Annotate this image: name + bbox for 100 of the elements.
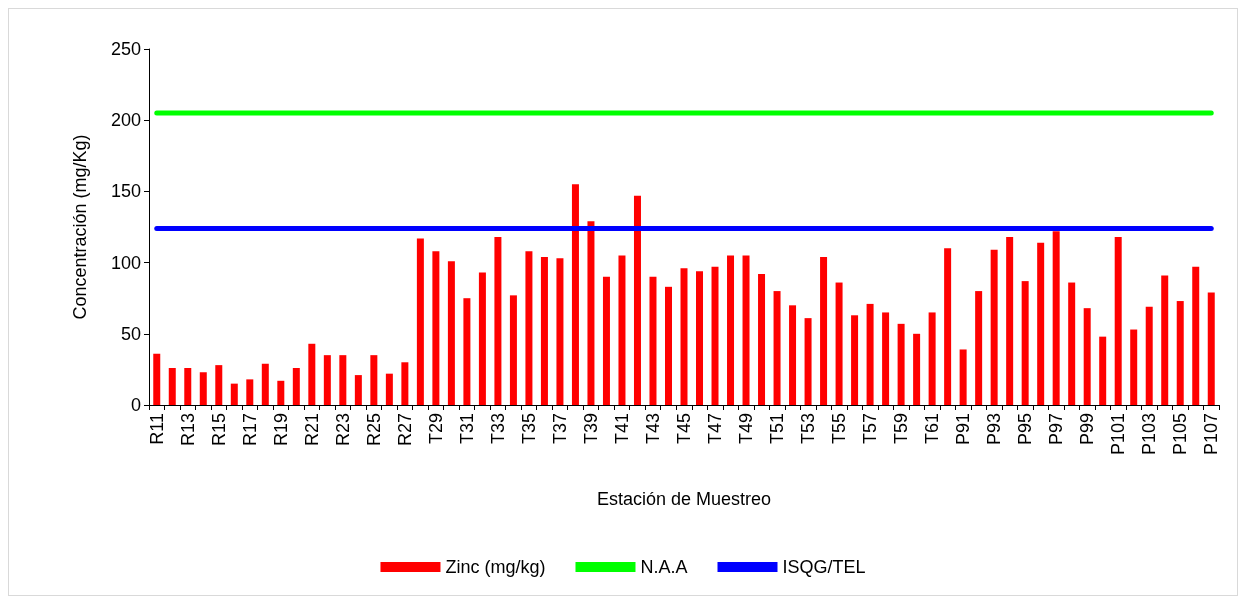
bar xyxy=(1021,281,1029,405)
bar xyxy=(913,333,921,405)
bar xyxy=(866,303,874,405)
x-tick-label: R11 xyxy=(146,413,167,445)
x-tick-label: T51 xyxy=(767,413,788,445)
bar xyxy=(525,251,533,405)
bar xyxy=(944,248,952,405)
bar xyxy=(1006,236,1014,405)
bar xyxy=(1114,236,1122,405)
bar xyxy=(1083,308,1091,405)
bar xyxy=(246,379,254,405)
x-tick-label: T31 xyxy=(456,413,477,445)
bar xyxy=(990,249,998,405)
bar xyxy=(494,236,502,405)
bar xyxy=(1052,231,1060,405)
bar xyxy=(447,261,455,405)
bar xyxy=(571,184,579,405)
bar xyxy=(618,255,626,405)
bar xyxy=(1145,306,1153,405)
bar xyxy=(1037,242,1045,405)
x-tick-label: P103 xyxy=(1139,413,1160,456)
x-tick-label: P107 xyxy=(1201,413,1222,456)
bar xyxy=(789,305,797,405)
bar xyxy=(230,383,238,405)
bar xyxy=(928,312,936,405)
bar xyxy=(292,367,300,405)
bar xyxy=(680,268,688,405)
y-tick-label: 250 xyxy=(110,39,141,59)
bar xyxy=(664,286,672,405)
bar xyxy=(153,353,161,405)
x-tick-label: R17 xyxy=(239,413,260,447)
x-tick-label: T41 xyxy=(611,413,632,445)
bar xyxy=(727,255,735,405)
x-tick-label: P91 xyxy=(953,413,974,446)
x-tick-label: T53 xyxy=(798,413,819,445)
x-tick-label: T55 xyxy=(829,413,850,445)
x-tick-label: P97 xyxy=(1046,413,1067,446)
x-tick-label: T59 xyxy=(891,413,912,445)
y-tick-label: 0 xyxy=(130,395,141,415)
x-tick-label: T57 xyxy=(860,413,881,445)
bar xyxy=(478,272,486,405)
x-tick-label: P101 xyxy=(1108,413,1129,456)
x-tick-label: P99 xyxy=(1077,413,1098,446)
x-tick-label: T39 xyxy=(580,413,601,445)
x-tick-label: T45 xyxy=(674,413,694,445)
bar xyxy=(758,273,766,405)
x-tick-label: R15 xyxy=(208,413,229,447)
bar xyxy=(851,315,859,405)
bar xyxy=(835,282,843,405)
bar xyxy=(323,355,331,405)
bar xyxy=(401,362,409,405)
bar xyxy=(354,375,362,405)
bar xyxy=(463,298,471,405)
bar xyxy=(199,372,207,405)
x-tick-label: T29 xyxy=(425,413,446,445)
bar xyxy=(370,355,378,405)
legend-label: ISQG/TEL xyxy=(782,557,866,577)
x-tick-label: T47 xyxy=(705,413,726,445)
y-tick-label: 200 xyxy=(110,110,141,131)
bar xyxy=(711,266,719,405)
x-tick-label: T49 xyxy=(736,413,757,445)
x-tick-label: R23 xyxy=(332,413,353,447)
bar xyxy=(633,195,641,405)
bar xyxy=(1207,292,1215,405)
x-tick-label: T37 xyxy=(549,413,570,445)
bar xyxy=(773,291,781,405)
bar xyxy=(184,367,192,405)
bar xyxy=(1176,301,1184,405)
bar xyxy=(1068,282,1076,405)
bar xyxy=(1161,275,1169,405)
bar xyxy=(339,355,347,405)
bar xyxy=(1192,266,1200,405)
bar xyxy=(385,373,393,405)
bar xyxy=(308,343,316,405)
bar xyxy=(432,251,440,405)
bar xyxy=(277,380,285,405)
x-tick-label: P93 xyxy=(984,413,1005,446)
x-tick-label: R21 xyxy=(301,413,322,447)
x-tick-label: R13 xyxy=(177,413,198,447)
x-axis-title: Estación de Muestreo xyxy=(596,489,772,509)
bar xyxy=(820,256,828,405)
x-tick-label: R25 xyxy=(363,413,384,447)
bar xyxy=(1099,336,1107,405)
bar xyxy=(602,276,610,405)
bar xyxy=(540,256,548,405)
bar xyxy=(1130,329,1138,405)
legend-label: N.A.A xyxy=(640,557,688,577)
x-tick-label: T33 xyxy=(487,413,508,445)
y-tick-label: 50 xyxy=(120,323,141,344)
bar xyxy=(168,367,176,405)
bar xyxy=(587,221,595,405)
y-tick-label: 100 xyxy=(110,252,141,273)
bar xyxy=(804,318,812,405)
bar xyxy=(882,312,890,405)
x-tick-label: P95 xyxy=(1015,413,1036,446)
bar xyxy=(416,238,424,405)
y-tick-label: 150 xyxy=(110,181,141,202)
bar xyxy=(261,363,269,405)
bar xyxy=(975,291,983,405)
x-tick-label: T35 xyxy=(518,413,539,445)
